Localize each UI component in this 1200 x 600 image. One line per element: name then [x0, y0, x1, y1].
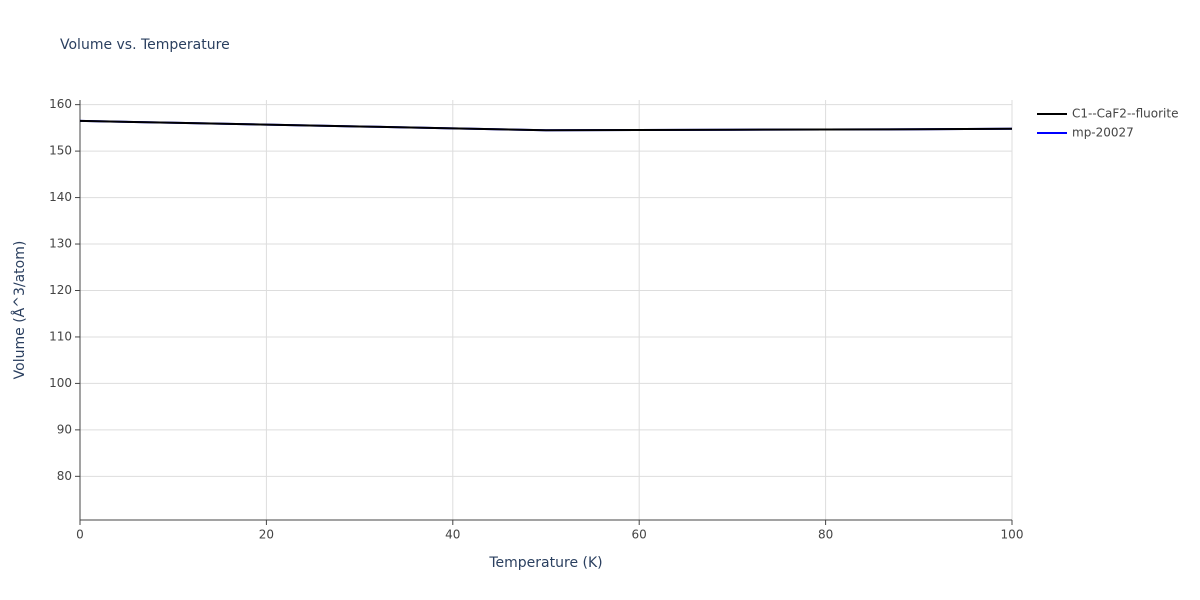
y-tick-label: 150	[49, 144, 72, 158]
x-tick-label: 60	[632, 528, 647, 542]
y-tick-label: 110	[49, 329, 72, 343]
x-axis-title: Temperature (K)	[488, 555, 602, 571]
y-tick-label: 160	[49, 97, 72, 111]
y-tick-label: 130	[49, 237, 72, 251]
chart-title: Volume vs. Temperature	[60, 37, 230, 53]
x-tick-label: 80	[818, 528, 833, 542]
line-series	[79, 119, 1013, 132]
x-tick-label: 100	[1001, 528, 1024, 542]
x-tick-label: 20	[259, 528, 274, 542]
x-tick-label: 0	[76, 528, 84, 542]
y-tick-label: 90	[57, 422, 72, 436]
x-tick-label: 40	[445, 528, 460, 542]
y-tick-label: 100	[49, 376, 72, 390]
legend-label: C1--CaF2--fluorite	[1072, 107, 1178, 121]
y-axis-title: Volume (Å^3/atom)	[11, 241, 28, 380]
y-tick-label: 80	[57, 469, 72, 483]
legend-label: mp-20027	[1072, 126, 1134, 140]
y-tick-label: 120	[49, 283, 72, 297]
y-tick-label: 140	[49, 190, 72, 204]
